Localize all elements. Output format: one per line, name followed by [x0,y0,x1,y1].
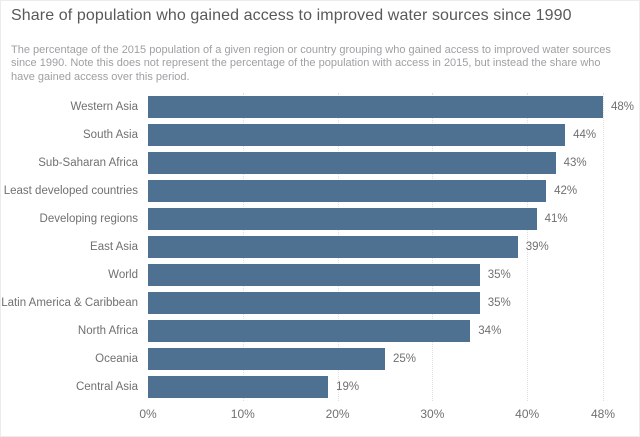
category-label: Western Asia [70,101,138,113]
x-axis-tick-label: 48% [590,407,616,421]
bar-row: East Asia 39% [1,233,639,261]
bar [148,292,480,314]
category-label: Sub-Saharan Africa [38,157,138,169]
bar-track: 41% [148,208,603,230]
bar-rows: Western Asia 48% South Asia 44% Sub-Saharan … [1,93,639,401]
bar-row: North Africa 34% [1,317,639,345]
bar-track: 43% [148,152,603,174]
bar-track: 35% [148,292,603,314]
bar-track: 25% [148,348,603,370]
category-label: East Asia [90,241,138,253]
x-axis-tick-label: 30% [420,407,445,421]
category-label: Least developed countries [3,185,138,197]
bar [148,152,556,174]
bar [148,376,329,398]
category-label: North Africa [77,325,138,337]
bar-row: South Asia 44% [1,121,639,149]
value-label: 35% [487,297,511,309]
bar-track: 39% [148,236,603,258]
gridline [603,93,604,401]
chart-title: Share of population who gained access to… [11,7,572,24]
value-label: 25% [392,353,416,365]
x-axis: 0% 10% 20% 30% 40% 48% [139,407,615,423]
bar-row: Western Asia 48% [1,93,639,121]
category-label: South Asia [83,129,138,141]
value-label: 34% [478,325,502,337]
bar [148,96,603,118]
bar [148,180,547,202]
x-axis-tick-label: 20% [325,407,350,421]
bar-row: World 35% [1,261,639,289]
category-label: World [108,269,138,281]
category-label: Latin America & Caribbean [1,297,138,309]
bar-track: 44% [148,124,603,146]
bar-row: Oceania 25% [1,345,639,373]
bar [148,208,537,230]
bar [148,264,480,286]
bar-chart: Western Asia 48% South Asia 44% Sub-Saharan … [1,93,639,423]
value-label: 42% [554,185,578,197]
value-label: 19% [336,381,360,393]
bar-track: 42% [148,180,603,202]
bar-row: Latin America & Caribbean 35% [1,289,639,317]
category-label: Central Asia [75,381,138,393]
bar-track: 34% [148,320,603,342]
bar-track: 35% [148,264,603,286]
value-label: 41% [544,213,568,225]
bar-track: 48% [148,96,634,118]
value-label: 43% [563,157,587,169]
value-label: 44% [573,129,597,141]
gridline [527,93,529,401]
bar-track: 19% [148,376,603,398]
category-label: Developing regions [39,213,138,225]
bar [148,348,385,370]
category-label: Oceania [95,353,138,365]
plot-area: Western Asia 48% South Asia 44% Sub-Saharan … [1,93,639,401]
bar [148,124,566,146]
bar [148,320,471,342]
bar-row: Sub-Saharan Africa 43% [1,149,639,177]
x-axis-tick-label: 40% [515,407,540,421]
x-axis-tick-label: 10% [230,407,255,421]
bar-row: Least developed countries 42% [1,177,639,205]
bar [148,236,518,258]
value-label: 39% [525,241,549,253]
value-label: 48% [611,101,635,113]
x-axis-tick-label: 0% [139,407,157,421]
bar-row: Developing regions 41% [1,205,639,233]
bar-row: Central Asia 19% [1,373,639,401]
chart-subtitle: The percentage of the 2015 population of… [11,44,611,83]
value-label: 35% [487,269,511,281]
